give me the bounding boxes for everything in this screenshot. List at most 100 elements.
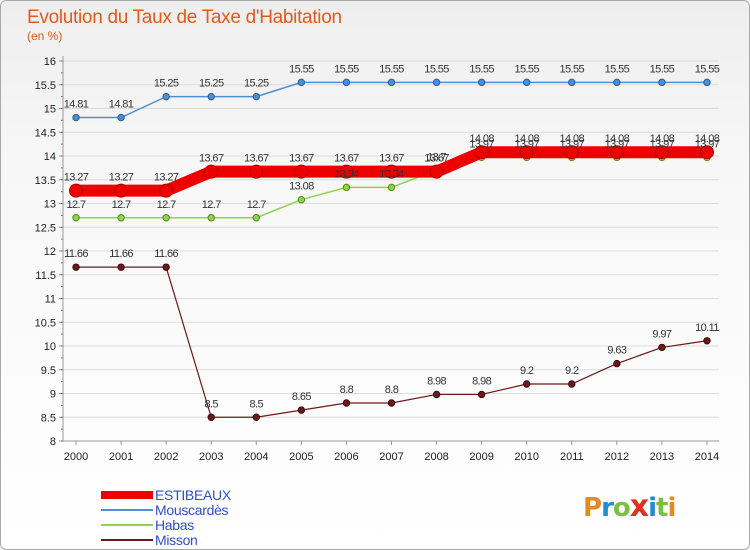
x-tick-label: 2002: [154, 451, 178, 463]
data-label: 14.08: [695, 133, 720, 145]
data-label: 8.8: [340, 384, 354, 396]
data-label: 12.7: [66, 199, 85, 211]
data-label: 12.7: [157, 199, 176, 211]
data-label: 13.27: [109, 172, 134, 184]
x-tick-label: 2009: [469, 451, 493, 463]
x-tick-label: 2000: [64, 451, 88, 463]
data-point: [297, 406, 306, 414]
data-label: 12.7: [202, 199, 221, 211]
data-label: 10.11: [695, 322, 719, 334]
data-label: 13.67: [424, 153, 449, 165]
y-tick-label: 14: [44, 151, 56, 163]
data-label: 15.25: [199, 78, 224, 90]
y-tick-label: 12.5: [35, 222, 56, 234]
data-point: [69, 183, 83, 198]
data-label: 15.55: [379, 63, 404, 75]
data-label: 15.55: [514, 63, 539, 75]
data-point: [477, 390, 486, 399]
data-point: [387, 183, 396, 192]
x-tick-label: 2012: [605, 451, 629, 463]
x-tick-label: 2010: [514, 451, 538, 463]
data-label: 13.67: [334, 153, 359, 165]
data-label: 11.66: [64, 248, 88, 260]
data-point: [432, 390, 441, 399]
legend-label: Mouscardès: [155, 502, 229, 518]
x-tick-label: 2011: [560, 451, 584, 463]
data-point: [117, 263, 125, 271]
data-label: 12.7: [247, 199, 266, 211]
data-label: 9.2: [520, 365, 534, 377]
x-tick-label: 2004: [244, 451, 268, 463]
data-point: [342, 399, 351, 407]
data-point: [613, 78, 621, 87]
logo-letter: o: [612, 493, 631, 523]
data-point: [703, 337, 711, 345]
data-point: [564, 145, 579, 160]
data-point: [297, 78, 306, 87]
data-label: 15.55: [650, 63, 675, 75]
y-tick-label: 15: [44, 104, 56, 116]
y-tick-label: 14.5: [35, 127, 56, 139]
logo-letter: P: [583, 493, 602, 523]
data-point: [658, 78, 666, 87]
data-label: 15.55: [289, 63, 314, 75]
data-label: 11.66: [109, 248, 133, 260]
data-label: 13.67: [289, 153, 314, 165]
data-point: [252, 413, 260, 421]
data-point: [387, 78, 396, 87]
data-point: [613, 359, 621, 368]
data-label: 13.67: [244, 153, 269, 165]
y-tick-label: 8.5: [41, 412, 56, 424]
data-label: 13.97: [469, 138, 494, 150]
data-label: 15.55: [424, 63, 449, 75]
data-label: 9.97: [652, 328, 671, 340]
y-tick-label: 13: [44, 199, 56, 211]
data-label: 14.08: [560, 133, 585, 145]
data-label: 13.97: [514, 138, 539, 150]
data-point: [204, 164, 219, 179]
x-tick-label: 2001: [109, 451, 133, 463]
data-point: [162, 92, 170, 101]
legend-swatch: [101, 524, 153, 526]
data-label: 13.7: [427, 151, 446, 163]
data-label: 13.08: [289, 181, 314, 193]
y-tick-label: 13.5: [35, 175, 56, 187]
data-point: [252, 92, 260, 101]
data-point: [207, 214, 215, 222]
x-tick-label: 2005: [289, 451, 313, 463]
data-point: [654, 145, 669, 160]
y-tick-label: 11: [45, 294, 56, 306]
data-label: 8.65: [292, 391, 311, 403]
logo-letter: i: [648, 493, 657, 523]
y-tick-label: 11.5: [35, 270, 56, 282]
data-label: 14.08: [605, 133, 630, 145]
data-point: [72, 214, 80, 222]
data-point: [294, 164, 309, 179]
data-point: [162, 263, 170, 271]
data-point: [568, 78, 576, 87]
data-point: [609, 145, 624, 160]
legend-label: ESTIBEAUX: [155, 487, 231, 503]
data-label: 13.97: [695, 138, 720, 150]
data-label: 15.25: [244, 78, 269, 90]
data-label: 8.5: [250, 398, 264, 410]
data-label: 13.34: [379, 168, 404, 180]
data-label: 8.98: [427, 375, 446, 387]
data-point: [700, 145, 714, 160]
data-point: [72, 263, 80, 271]
data-label: 13.97: [560, 138, 585, 150]
logo-letter: t: [656, 493, 668, 523]
data-label: 8.98: [472, 375, 491, 387]
data-label: 15.25: [154, 78, 179, 90]
data-point: [523, 380, 531, 388]
y-tick-label: 10.5: [35, 317, 56, 329]
logo-letter: i: [667, 493, 676, 523]
data-point: [117, 113, 125, 122]
legend-swatch: [101, 491, 153, 499]
data-point: [342, 183, 351, 192]
data-point: [703, 78, 711, 87]
legend-label: Habas: [155, 517, 194, 533]
y-tick-label: 16: [44, 56, 56, 68]
legend-label: Misson: [155, 532, 198, 548]
